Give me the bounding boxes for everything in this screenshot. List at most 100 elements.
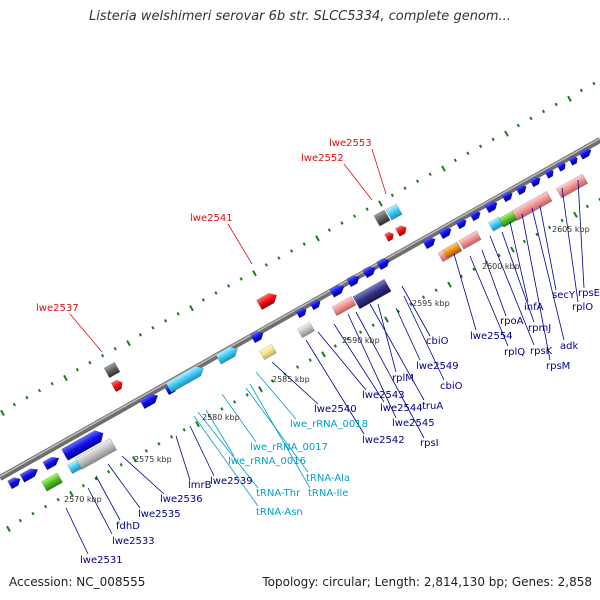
gene-label[interactable]: fdhD [116, 521, 140, 532]
gene-feature[interactable] [458, 230, 482, 250]
gene-feature[interactable] [469, 209, 483, 222]
gene-feature[interactable] [385, 203, 403, 221]
gene-feature[interactable] [297, 321, 315, 339]
gene-label[interactable]: lwe2544 [380, 403, 423, 414]
gene-feature[interactable] [331, 295, 357, 317]
gene-feature[interactable] [61, 428, 107, 461]
gene-label[interactable]: rpsI [420, 438, 439, 449]
gene-label[interactable]: rpoA [500, 316, 524, 327]
gene-label[interactable]: rpmJ [528, 323, 551, 334]
gene-label[interactable]: tRNA-Ile [308, 488, 348, 499]
gene-feature[interactable] [568, 155, 580, 166]
gene-label[interactable]: rpsM [546, 361, 570, 372]
gene-feature[interactable] [515, 183, 529, 196]
gene-feature[interactable] [42, 454, 61, 471]
gene-label[interactable]: lwe2540 [314, 404, 357, 415]
gene-label[interactable]: lwe2553 [329, 138, 372, 149]
gene-feature[interactable] [295, 306, 309, 319]
gene-label[interactable]: lwe2549 [416, 361, 459, 372]
gene-label[interactable]: lwe2531 [80, 555, 123, 566]
gene-feature[interactable] [384, 231, 396, 242]
gene-label[interactable]: lwe2552 [301, 153, 344, 164]
gene-label[interactable]: lwe_rRNA_0017 [250, 442, 328, 453]
gene-feature[interactable] [215, 344, 241, 365]
gene-feature[interactable] [329, 283, 347, 298]
gene-label[interactable]: truA [422, 401, 443, 412]
gene-feature[interactable] [110, 378, 125, 393]
gene-feature[interactable] [346, 273, 362, 288]
gene-label[interactable]: cbiO [426, 336, 449, 347]
reverse-tick [144, 448, 148, 453]
reverse-tick [119, 462, 123, 467]
gene-label[interactable]: rpsE [578, 288, 600, 299]
gene-label[interactable]: lwe2537 [36, 303, 79, 314]
gene-label[interactable]: lwe2542 [362, 435, 405, 446]
gene-feature[interactable] [484, 199, 500, 214]
forward-tick [327, 228, 331, 232]
gene-label[interactable]: rplO [572, 302, 593, 313]
gene-label[interactable]: lwe_rRNA_0016 [228, 456, 306, 467]
gene-track[interactable] [7, 147, 594, 492]
gene-feature[interactable] [362, 264, 378, 279]
gene-feature[interactable] [75, 438, 117, 470]
gene-feature[interactable] [139, 391, 161, 410]
gene-feature[interactable] [455, 217, 469, 230]
gene-feature[interactable] [438, 225, 454, 240]
reverse-tick [132, 455, 137, 463]
label-leader [305, 339, 365, 435]
gene-feature[interactable] [373, 209, 391, 227]
gene-label[interactable]: infA [524, 302, 544, 313]
kbp-scale: 2570 kbp 2575 kbp 2580 kbp 2585 kbp 2590 kbp… [64, 225, 590, 504]
gene-feature[interactable] [511, 191, 553, 221]
reverse-tick [169, 435, 174, 439]
reverse-tick [535, 232, 539, 237]
gene-feature[interactable] [309, 298, 323, 311]
accession-text: Accession: NC_008555 [9, 575, 146, 589]
gene-feature[interactable] [19, 466, 40, 483]
gene-label[interactable]: tRNA-Thr [256, 488, 301, 499]
gene-labels[interactable]: lwe2537 lwe2541 lwe2552 lwe2553 lwe2531 lwe25… [36, 138, 600, 566]
gene-feature[interactable] [578, 147, 593, 160]
gene-feature[interactable] [165, 363, 206, 393]
gene-label[interactable]: secY [552, 290, 576, 301]
reverse-tick [472, 267, 476, 272]
gene-label[interactable]: rplM [392, 373, 414, 384]
gene-label[interactable]: lwe2533 [112, 536, 155, 547]
gene-label[interactable]: rpsK [530, 346, 553, 357]
gene-label[interactable]: lwe2545 [392, 418, 435, 429]
gene-feature[interactable] [442, 241, 462, 259]
gene-feature[interactable] [422, 235, 438, 250]
gene-label[interactable]: tRNA-Ala [306, 473, 350, 484]
gene-feature[interactable] [103, 361, 121, 379]
gene-feature[interactable] [544, 168, 556, 179]
gene-label[interactable]: tRNA-Asn [256, 507, 303, 518]
gene-feature[interactable] [556, 161, 568, 172]
gene-feature[interactable] [41, 472, 63, 492]
gene-label[interactable]: lwe2541 [190, 213, 233, 224]
kbp-label: 2595 kbp [412, 299, 450, 308]
gene-feature[interactable] [259, 343, 277, 361]
reverse-tick [157, 442, 161, 446]
gene-label[interactable]: lmrB [188, 480, 212, 491]
gene-feature[interactable] [395, 224, 408, 237]
gene-feature[interactable] [555, 173, 589, 199]
gene-label[interactable]: lwe2536 [160, 494, 203, 505]
gene-feature[interactable] [376, 256, 392, 271]
gene-feature[interactable] [7, 475, 23, 490]
gene-feature[interactable] [501, 190, 515, 203]
gene-feature[interactable] [529, 175, 543, 188]
gene-label[interactable]: lwe2543 [362, 390, 405, 401]
gene-feature[interactable] [250, 329, 266, 344]
gene-label[interactable]: rplQ [504, 347, 525, 358]
gene-feature[interactable] [256, 290, 280, 311]
gene-label[interactable]: adk [560, 341, 578, 352]
forward-tick [239, 277, 243, 281]
gene-label[interactable]: lwe2535 [138, 509, 181, 520]
gene-label[interactable]: lwe_rRNA_0018 [290, 419, 368, 430]
gene-label[interactable]: lwe2539 [210, 476, 253, 487]
label-leader [377, 303, 397, 373]
gene-label[interactable]: lwe2554 [470, 331, 513, 342]
gene-feature[interactable] [352, 278, 392, 310]
gene-label[interactable]: cbiO [440, 381, 463, 392]
